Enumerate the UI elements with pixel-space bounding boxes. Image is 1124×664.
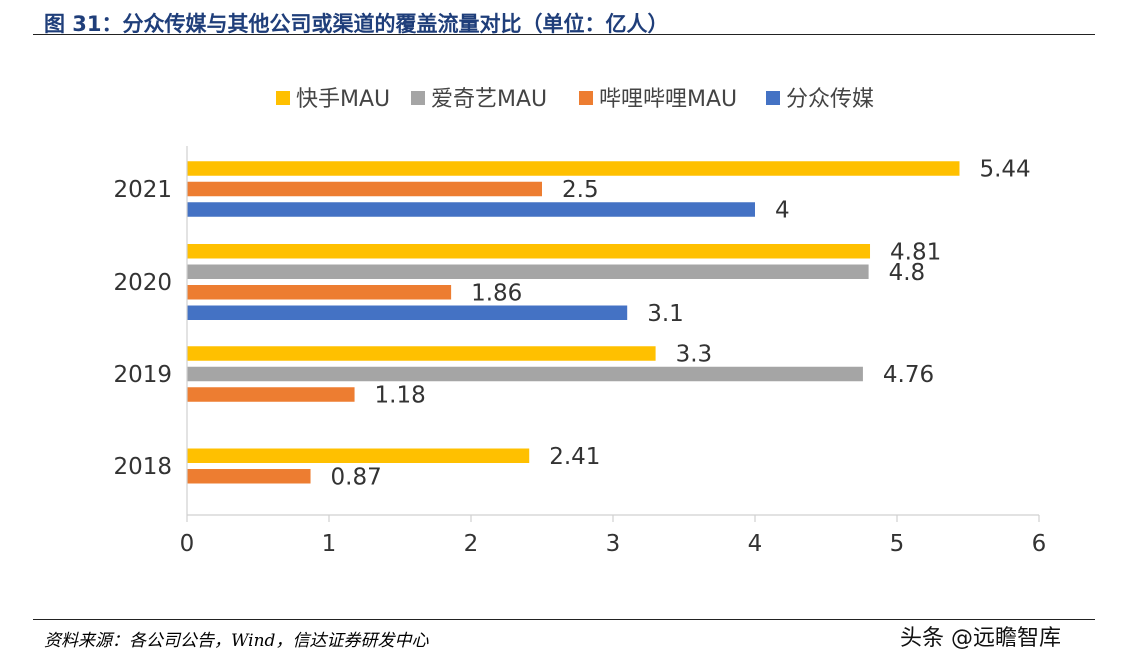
- category-label: 2020: [113, 270, 172, 296]
- bar: [187, 244, 871, 259]
- bottom-rule: [33, 619, 1095, 620]
- x-tick-label: 5: [890, 531, 905, 557]
- watermark: 头条 @远瞻智库: [900, 626, 1061, 651]
- x-axis: 0 1 2 3 4 5 6: [180, 146, 1047, 557]
- data-label: 1.86: [471, 280, 522, 306]
- legend-swatch: [276, 91, 290, 105]
- bar: [187, 181, 542, 197]
- data-label: 1.18: [375, 383, 426, 409]
- legend-label: 快手MAU: [296, 87, 390, 112]
- bar: [187, 366, 863, 382]
- x-tick-label: 4: [748, 531, 763, 557]
- y-axis: 2021 2020 2019 2018: [113, 177, 172, 480]
- bar: [187, 161, 960, 176]
- bars: [187, 161, 960, 484]
- legend-label: 哔哩哔哩MAU: [599, 87, 737, 112]
- bar: [187, 448, 530, 463]
- data-labels: 5.44 2.5 4 4.814.8 1.86 3.1 3.3 4.76 1.18 2.41 0.8…: [331, 157, 1031, 491]
- data-label: 2.5: [562, 177, 599, 203]
- data-label: 4.76: [883, 362, 934, 388]
- x-tick-label: 1: [322, 531, 337, 557]
- x-tick-label: 6: [1032, 531, 1047, 557]
- bar: [187, 387, 355, 402]
- top-rule: [33, 34, 1095, 35]
- bar: [187, 346, 656, 361]
- data-label: 3.1: [647, 301, 684, 327]
- figure-title: 图 31：分众传媒与其他公司或渠道的覆盖流量对比（单位：亿人）: [44, 12, 669, 36]
- legend-swatch: [411, 91, 425, 105]
- data-label: 2.41: [549, 444, 600, 470]
- legend-swatch: [579, 91, 593, 105]
- category-label: 2019: [113, 362, 172, 388]
- bar: [187, 202, 755, 217]
- data-label: 4.8: [889, 260, 926, 286]
- legend: 快手MAU 爱奇艺MAU 哔哩哔哩MAU 分众传媒: [276, 87, 874, 112]
- data-label: 5.44: [979, 157, 1030, 183]
- legend-label: 分众传媒: [786, 87, 874, 112]
- source-note: 资料来源：各公司公告，Wind，信达证券研发中心: [44, 631, 429, 651]
- data-label: 3.3: [676, 342, 713, 368]
- x-tick-label: 3: [606, 531, 621, 557]
- bar: [187, 285, 452, 300]
- category-label: 2021: [113, 177, 172, 203]
- legend-swatch: [766, 91, 780, 105]
- data-label: 0.87: [331, 464, 382, 490]
- data-label: 4: [775, 198, 790, 224]
- category-label: 2018: [113, 454, 172, 480]
- bar: [187, 305, 628, 320]
- bar: [187, 469, 311, 484]
- bar: [187, 264, 869, 279]
- data-label: 4.81: [890, 239, 941, 265]
- legend-label: 爱奇艺MAU: [431, 87, 547, 112]
- x-tick-label: 2: [464, 531, 479, 557]
- x-tick-label: 0: [180, 531, 195, 557]
